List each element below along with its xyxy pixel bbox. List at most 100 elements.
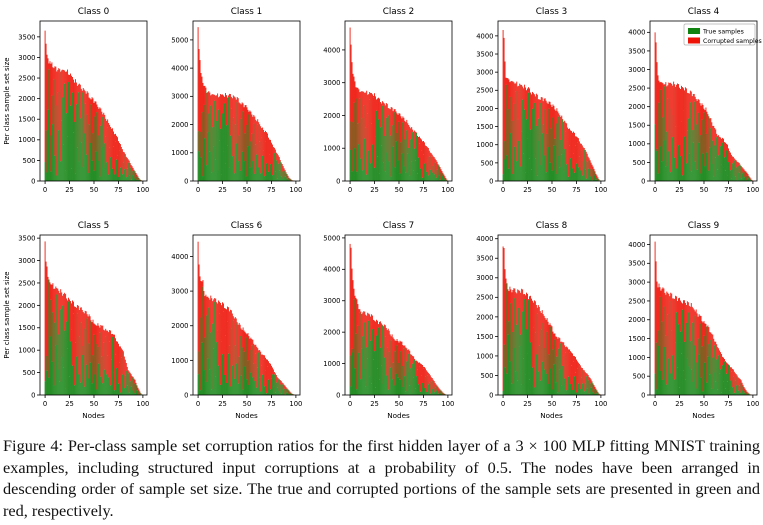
y-tick-label: 3000 (323, 297, 340, 305)
y-tick-label: 0 (336, 391, 340, 399)
x-tick-label: 100 (594, 186, 607, 194)
subplot-canvas: Class 0 0 500 1000 1500 2000 2500 3000 3500 0 25 50… (3, 7, 149, 194)
subplot-canvas: Class 5 0 500 1000 1500 2000 2500 3000 3500 0 25 50… (3, 221, 149, 420)
y-tick-label: 1000 (629, 140, 646, 148)
y-tick-label: 2500 (629, 84, 646, 92)
y-tick-label: 1500 (629, 122, 646, 130)
y-tick-label: 4000 (476, 32, 493, 40)
y-tick-label: 4000 (323, 46, 340, 54)
x-tick-label: 0 (653, 186, 657, 194)
x-tick-label: 75 (572, 186, 581, 194)
y-tick-label: 0 (184, 177, 188, 185)
y-tick-label: 3500 (18, 235, 35, 243)
x-tick-label: 50 (700, 186, 709, 194)
y-tick-label: 2000 (171, 322, 188, 330)
x-tick-label: 50 (547, 186, 556, 194)
y-tick-label: 2000 (323, 112, 340, 120)
axes-box (39, 234, 148, 396)
x-tick-label: 100 (289, 400, 302, 408)
subplot-grid: Class 0 0 500 1000 1500 2000 2500 3000 3500 0 25 50… (0, 0, 763, 420)
y-tick-label: 0 (184, 391, 188, 399)
y-tick-label: 1000 (171, 149, 188, 157)
x-tick-label: 0 (196, 186, 200, 194)
y-tick-label: 1500 (629, 335, 646, 343)
subplot-class-4: Class 4 0 500 1000 1500 2000 2500 3000 3500 4000 0… (610, 0, 763, 214)
subplot-canvas: Class 1 0 1000 2000 3000 4000 5000 0 25 50 75 100 (171, 7, 302, 194)
bars (349, 27, 448, 181)
y-tick-label: 500 (633, 159, 646, 167)
y-tick-label: 1000 (476, 352, 493, 360)
y-tick-label: 1000 (18, 347, 35, 355)
x-tick-label: 0 (196, 400, 200, 408)
x-tick-label: 100 (136, 400, 149, 408)
y-tick-label: 0 (31, 177, 35, 185)
x-tick-label: 100 (442, 186, 455, 194)
subplot-class-1: Class 1 0 1000 2000 3000 4000 5000 0 25 50 75 100 (153, 0, 305, 214)
legend-swatch (688, 37, 701, 44)
subplot-canvas: Class 8 0 500 1000 1500 2000 2500 3000 3500 4000 0… (476, 221, 607, 420)
bars (197, 27, 294, 181)
subplot-title: Class 3 (536, 7, 568, 17)
y-tick-label: 500 (480, 372, 493, 380)
x-tick-label: 50 (547, 400, 556, 408)
bars (655, 241, 752, 395)
x-axis-label: Nodes (82, 411, 105, 420)
figure-caption: Figure 4: Per-class sample set corruptio… (3, 436, 760, 520)
x-tick-label: 100 (594, 400, 607, 408)
y-tick-label: 4000 (629, 29, 646, 37)
x-tick-label: 25 (218, 400, 227, 408)
y-tick-label: 0 (489, 177, 493, 185)
axes-box (497, 234, 606, 396)
y-tick-label: 2000 (476, 105, 493, 113)
y-tick-label: 2000 (323, 329, 340, 337)
y-tick-label: 1500 (476, 333, 493, 341)
subplot-canvas: Class 3 0 500 1000 1500 2000 2500 3000 3500 4000 0… (476, 7, 607, 194)
x-tick-label: 25 (523, 400, 532, 408)
y-tick-label: 3000 (476, 274, 493, 282)
x-tick-label: 75 (114, 186, 123, 194)
axes-box (344, 20, 453, 182)
x-tick-label: 0 (501, 186, 505, 194)
bars (44, 30, 143, 181)
bars (502, 29, 601, 181)
y-tick-label: 3000 (18, 54, 35, 62)
x-tick-label: 25 (523, 186, 532, 194)
x-tick-label: 75 (267, 186, 276, 194)
x-tick-label: 25 (370, 186, 379, 194)
subplot-canvas: Class 6 0 1000 2000 3000 4000 0 25 50 75 100 Nodes (171, 221, 302, 420)
bars (197, 241, 295, 395)
x-tick-label: 25 (370, 400, 379, 408)
subplot-title: Class 7 (383, 221, 415, 231)
x-tick-label: 50 (90, 186, 99, 194)
y-tick-label: 3500 (476, 255, 493, 263)
subplot-title: Class 4 (688, 7, 720, 17)
y-tick-label: 0 (336, 177, 340, 185)
y-tick-label: 1500 (476, 123, 493, 131)
y-tick-label: 2500 (476, 294, 493, 302)
y-tick-label: 3500 (18, 33, 35, 41)
y-tick-label: 500 (480, 159, 493, 167)
y-tick-label: 500 (23, 157, 36, 165)
y-tick-label: 2000 (171, 121, 188, 129)
subplot-canvas: Class 4 0 500 1000 1500 2000 2500 3000 3500 4000 0… (629, 7, 763, 194)
x-tick-label: 50 (700, 400, 709, 408)
y-tick-label: 4000 (171, 65, 188, 73)
x-axis-label: Nodes (540, 411, 563, 420)
y-tick-label: 2000 (18, 302, 35, 310)
y-tick-label: 2500 (476, 87, 493, 95)
axes-box (649, 20, 758, 182)
axes-box (649, 234, 758, 396)
y-tick-label: 5000 (171, 36, 188, 44)
x-tick-label: 0 (43, 400, 47, 408)
x-tick-label: 100 (136, 186, 149, 194)
y-tick-label: 2000 (18, 95, 35, 103)
y-tick-label: 0 (642, 177, 646, 185)
bars (349, 243, 447, 395)
y-tick-label: 3000 (629, 279, 646, 287)
subplot-class-0: Class 0 0 500 1000 1500 2000 2500 3000 3500 0 25 50… (0, 0, 152, 214)
x-axis-label: Nodes (693, 411, 716, 420)
x-tick-label: 50 (395, 400, 404, 408)
x-tick-label: 25 (676, 186, 685, 194)
subplot-title: Class 2 (383, 7, 415, 17)
x-tick-label: 75 (419, 186, 428, 194)
